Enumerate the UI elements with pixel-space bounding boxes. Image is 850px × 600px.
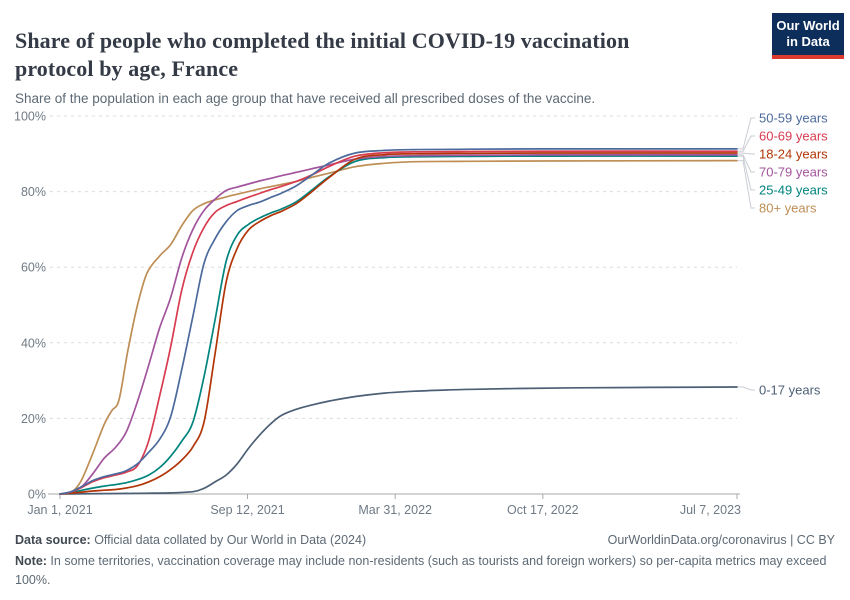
series-line-60-69-years [59,150,738,495]
chart-footer: Data source: Official data collated by O… [15,531,835,589]
y-tick-label: 20% [21,412,46,426]
legend-connector-0-17-years [738,386,755,391]
legend-connector-80-years [738,160,755,209]
footer-note: Note: In some territories, vaccination c… [15,552,835,590]
legend-connector-18-24-years [738,152,755,155]
legend-connector-60-69-years [738,135,755,152]
series-line-70-79-years [59,154,738,495]
legend-connector-70-79-years [738,154,755,173]
data-source-label: Data source: [15,533,91,547]
legend-connector-50-59-years [738,117,755,150]
series-line-0-17-years [59,386,738,495]
owid-coronavirus-link[interactable]: OurWorldinData.org/coronavirus | CC BY [607,533,835,547]
series-line-25-49-years [59,155,738,495]
legend-connector-25-49-years [738,155,755,191]
y-tick-label: 60% [21,261,46,275]
legend-label-18-24-years[interactable]: 18-24 years [759,147,828,162]
note-text: In some territories, vaccination coverag… [15,553,827,587]
x-tick-label: Mar 31, 2022 [358,503,432,517]
series-line-80-years [59,159,738,495]
owid-logo-line1: Our World [776,18,840,33]
legend-label-70-79-years[interactable]: 70-79 years [759,165,828,180]
note-label: Note: [15,553,47,568]
x-tick-label: Jul 7, 2023 [680,503,741,517]
y-tick-label: 80% [21,185,46,199]
page-title: Share of people who completed the initia… [15,27,630,82]
series-line-50-59-years [59,148,738,495]
line-chart: 0% 20% 40% 60% 80% 100% Jan 1, 2021 Sep 12, 202… [14,110,828,518]
y-tick-label: 100% [14,110,46,124]
owid-logo: Our World in Data [772,13,844,59]
legend-label-50-59-years[interactable]: 50-59 years [759,111,828,126]
legend-label-0-17-years[interactable]: 0-17 years [759,383,821,398]
data-source-line: Data source: Official data collated by O… [15,531,366,550]
y-tick-label: 40% [21,336,46,350]
owid-logo-line2: in Data [786,34,830,50]
x-tick-label: Oct 17, 2022 [507,503,579,517]
legend-label-25-49-years[interactable]: 25-49 years [759,183,828,198]
data-source-text: Official data collated by Our World in D… [90,533,367,547]
y-tick-label: 0% [28,488,46,502]
legend-label-60-69-years[interactable]: 60-69 years [759,129,828,144]
x-tick-label: Jan 1, 2021 [27,503,92,517]
chart-subtitle: Share of the population in each age grou… [15,90,596,106]
x-tick-label: Sep 12, 2021 [210,503,284,517]
legend-label-80-years[interactable]: 80+ years [759,201,817,216]
series-line-18-24-years [59,152,738,495]
